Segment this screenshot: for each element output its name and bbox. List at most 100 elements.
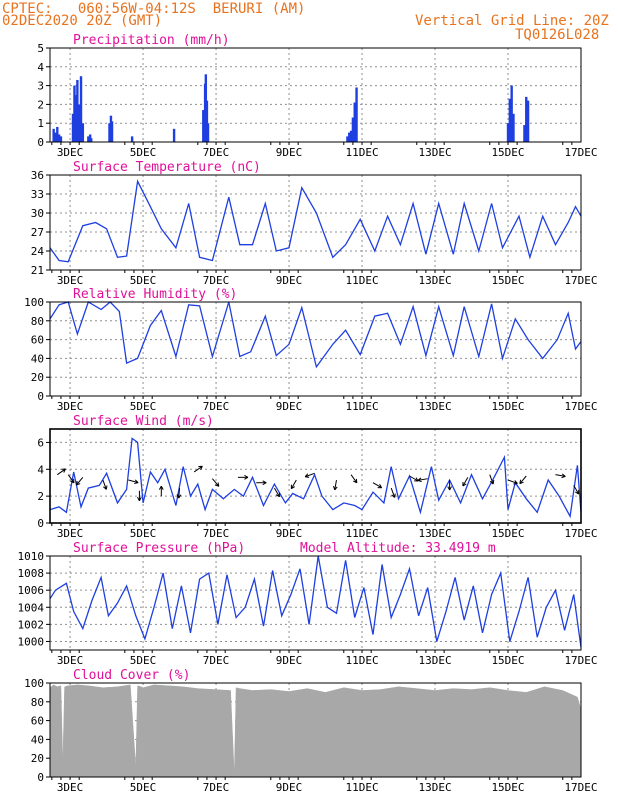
panel-1-bar [108,123,111,142]
panel-5-ytick-label: 1000 [18,635,45,648]
panel-4-wind-arrow [409,475,419,482]
panel-4-wind-arrow [193,465,203,473]
panel-1-bar [346,136,349,142]
panel-4-line [49,437,582,519]
panel-1-bar [349,130,353,142]
panel-6-xtick-label: 15DEC [491,781,524,794]
panel-4-xtick-label: 3DEC [57,527,84,540]
panel-4-wind-arrow-head [137,497,140,502]
panel-1-xtick-label: 11DEC [345,146,378,159]
panel-4-wind-arrow-head [394,493,396,498]
panel-1-bar [351,117,355,142]
panel-4-wind-arrow [334,479,337,490]
panel-4-wind-arrow-head [353,480,358,484]
panel-1-bar [523,125,526,142]
panel-4-ytick-label: 6 [37,436,44,449]
panel-4-xtick-label: 5DEC [130,527,157,540]
panel-1-xtick-label: 3DEC [57,146,84,159]
panel-4-xtick-label: 9DEC [276,527,303,540]
panel-2-xtick-label: 11DEC [345,274,378,287]
panel-4-wind-arrow-head [334,486,338,491]
panel-4-wind-arrow-head [75,480,78,486]
panel-3-xtick-label: 7DEC [203,400,230,413]
panel-4-ytick-label: 4 [37,463,44,476]
panel-1-xtick-label: 5DEC [130,146,157,159]
panel-4-wind-arrow-head [134,479,139,483]
panel-1-bar [71,113,75,142]
panel-1-bar [525,96,528,142]
panel-5-xtick-label: 13DEC [418,654,451,667]
panel-6-frame [49,682,582,778]
panel-2-xtick-label: 13DEC [418,274,451,287]
panel-4-wind-arrow-head [519,481,524,485]
panel-4-ytick-label: 0 [37,517,44,530]
panel-4-wind-arrow [128,479,139,484]
panel-1-ytick-label: 2 [37,98,44,111]
panel-5-xtick-label: 3DEC [57,654,84,667]
panel-5-xtick-label: 15DEC [491,654,524,667]
panel-1-bar [348,132,351,142]
panel-4-wind-arrow-head [178,494,182,499]
panel-5-ytick-label: 1002 [18,618,45,631]
panel-4-wind-arrow-head [217,482,220,487]
panel-4-wind-arrow-head [214,484,220,487]
panel-4-xtick-label: 7DEC [203,527,230,540]
panel-4-wind-arrow-head [514,480,518,484]
panel-4-wind-arrow [390,487,396,498]
panel-3-xtick-label: 13DEC [418,400,451,413]
panel-1-bar [355,87,358,142]
panel-4-wind-arrow-head [305,476,310,478]
panel-4-wind-arrow-head [417,479,422,483]
panel-1-ytick-label: 0 [37,136,44,149]
panel-6-ytick-label: 80 [31,696,44,709]
panel-1-bar [74,95,77,142]
panel-4-wind-arrow [372,482,382,489]
panel-1-bar [202,110,205,142]
panel-4-title: Surface Wind (m/s) [73,414,214,429]
panel-6-xtick-label: 5DEC [130,781,157,794]
panel-6-ytick-label: 20 [31,752,44,765]
panel-6-area [49,684,582,778]
panel-2-xtick-label: 9DEC [276,274,303,287]
panel-4-wind-arrow-head [391,494,395,498]
panel-6-xtick-label: 3DEC [57,781,84,794]
panel-4-wind-arrow [290,479,297,489]
panel-1-bar [172,128,176,142]
panel-4-xtick-label: 15DEC [491,527,524,540]
panel-4-wind-arrow-head [489,481,494,485]
panel-1-xtick-label: 15DEC [491,146,524,159]
panel-4-wind-arrow [178,488,181,499]
panel-2-line [49,179,582,263]
panel-4-wind-arrow-head [575,491,579,495]
panel-4-wind-arrow-head [160,485,164,490]
panel-4-ytick-label: 2 [37,490,44,503]
panel-4-wind-arrow-head [76,483,81,486]
panel-3-title: Relative Humidity (%) [73,287,237,302]
panel-6-ytick-label: 100 [24,677,44,690]
panel-3-ytick-label: 80 [31,315,44,328]
panel-4-wind-arrow-head [176,494,180,499]
panel-3-line [49,301,582,369]
panel-1-frame [49,47,582,143]
panel-2-ytick-label: 33 [31,188,44,201]
panel-2-title: Surface Temperature (nC) [73,160,261,175]
panel-1-ytick-label: 3 [37,80,44,93]
panel-1-bar [205,100,209,142]
header-datetime: 02DEC2020 20Z (GMT) [2,13,163,29]
panel-6-title: Cloud Cover (%) [73,668,190,683]
panel-4-wind-arrow-head [262,482,267,486]
panel-5-line [49,555,582,648]
panel-4-wind-arrow-head [291,486,296,490]
panel-1-ytick-label: 1 [37,117,44,130]
panel-1-ytick-label: 5 [37,42,44,55]
panel-6-ytick-label: 0 [37,771,44,784]
panel-1-bar [57,134,61,142]
panel-4-wind-arrow [350,474,358,484]
panel-1-bar [510,85,513,142]
panel-3-ytick-label: 100 [24,296,44,309]
panel-6-xtick-label: 7DEC [203,781,230,794]
panel-4-xtick-label: 11DEC [345,527,378,540]
panel-1-bar [526,100,530,142]
panel-1-xtick-label: 9DEC [276,146,303,159]
